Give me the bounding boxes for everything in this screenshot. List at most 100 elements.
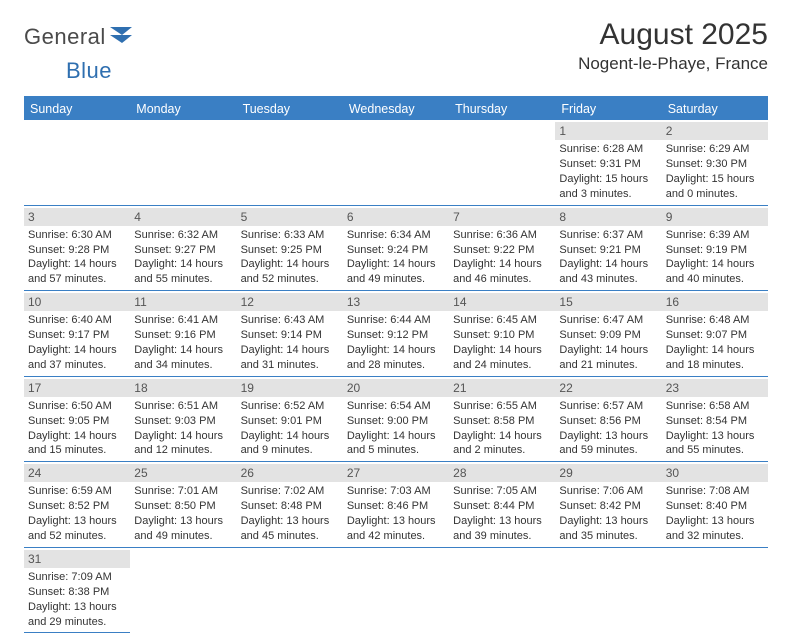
day-header: Thursday <box>449 98 555 120</box>
daylight-line-1: Daylight: 14 hours <box>241 343 339 358</box>
daylight-line-1: Daylight: 13 hours <box>666 514 764 529</box>
daylight-line-2: and 49 minutes. <box>134 529 232 544</box>
daylight-line-1: Daylight: 13 hours <box>559 429 657 444</box>
daylight-line-2: and 57 minutes. <box>28 272 126 287</box>
day-number: 14 <box>449 293 555 311</box>
sunset-line: Sunset: 9:09 PM <box>559 328 657 343</box>
day-number: 16 <box>662 293 768 311</box>
sunset-line: Sunset: 8:38 PM <box>28 585 126 600</box>
calendar-cell: 9Sunrise: 6:39 AMSunset: 9:19 PMDaylight… <box>662 206 768 292</box>
day-number: 23 <box>662 379 768 397</box>
daylight-line-1: Daylight: 14 hours <box>453 257 551 272</box>
calendar-cell: 4Sunrise: 6:32 AMSunset: 9:27 PMDaylight… <box>130 206 236 292</box>
calendar-cell: 13Sunrise: 6:44 AMSunset: 9:12 PMDayligh… <box>343 291 449 377</box>
sunset-line: Sunset: 9:30 PM <box>666 157 764 172</box>
daylight-line-2: and 2 minutes. <box>453 443 551 458</box>
sunset-line: Sunset: 8:46 PM <box>347 499 445 514</box>
day-header: Friday <box>555 98 661 120</box>
sunrise-line: Sunrise: 7:06 AM <box>559 484 657 499</box>
day-number: 25 <box>130 464 236 482</box>
daylight-line-1: Daylight: 14 hours <box>559 257 657 272</box>
sunrise-line: Sunrise: 6:34 AM <box>347 228 445 243</box>
daylight-line-1: Daylight: 13 hours <box>559 514 657 529</box>
daylight-line-1: Daylight: 14 hours <box>453 429 551 444</box>
calendar-cell: 27Sunrise: 7:03 AMSunset: 8:46 PMDayligh… <box>343 462 449 548</box>
sunset-line: Sunset: 8:54 PM <box>666 414 764 429</box>
sunset-line: Sunset: 9:14 PM <box>241 328 339 343</box>
calendar-cell: 22Sunrise: 6:57 AMSunset: 8:56 PMDayligh… <box>555 377 661 463</box>
day-header: Tuesday <box>237 98 343 120</box>
sunset-line: Sunset: 9:01 PM <box>241 414 339 429</box>
sunrise-line: Sunrise: 6:37 AM <box>559 228 657 243</box>
location: Nogent-le-Phaye, France <box>578 54 768 74</box>
day-number: 22 <box>555 379 661 397</box>
daylight-line-2: and 21 minutes. <box>559 358 657 373</box>
sunset-line: Sunset: 9:17 PM <box>28 328 126 343</box>
daylight-line-2: and 55 minutes. <box>666 443 764 458</box>
sunset-line: Sunset: 9:24 PM <box>347 243 445 258</box>
flag-icon <box>108 25 134 50</box>
day-number: 3 <box>24 208 130 226</box>
day-number: 1 <box>555 122 661 140</box>
day-number: 31 <box>24 550 130 568</box>
daylight-line-1: Daylight: 14 hours <box>134 343 232 358</box>
day-number: 8 <box>555 208 661 226</box>
logo: General <box>24 18 134 50</box>
daylight-line-2: and 0 minutes. <box>666 187 764 202</box>
daylight-line-2: and 49 minutes. <box>347 272 445 287</box>
sunrise-line: Sunrise: 6:39 AM <box>666 228 764 243</box>
sunrise-line: Sunrise: 6:57 AM <box>559 399 657 414</box>
day-header: Saturday <box>662 98 768 120</box>
day-number: 5 <box>237 208 343 226</box>
sunrise-line: Sunrise: 6:36 AM <box>453 228 551 243</box>
sunrise-line: Sunrise: 6:28 AM <box>559 142 657 157</box>
sunset-line: Sunset: 9:19 PM <box>666 243 764 258</box>
daylight-line-2: and 12 minutes. <box>134 443 232 458</box>
sunrise-line: Sunrise: 6:52 AM <box>241 399 339 414</box>
calendar-cell: 17Sunrise: 6:50 AMSunset: 9:05 PMDayligh… <box>24 377 130 463</box>
daylight-line-2: and 43 minutes. <box>559 272 657 287</box>
daylight-line-2: and 32 minutes. <box>666 529 764 544</box>
calendar-cell-empty <box>449 120 555 206</box>
calendar-cell: 1Sunrise: 6:28 AMSunset: 9:31 PMDaylight… <box>555 120 661 206</box>
sunrise-line: Sunrise: 6:47 AM <box>559 313 657 328</box>
sunrise-line: Sunrise: 6:43 AM <box>241 313 339 328</box>
daylight-line-2: and 34 minutes. <box>134 358 232 373</box>
calendar-cell: 11Sunrise: 6:41 AMSunset: 9:16 PMDayligh… <box>130 291 236 377</box>
calendar-cell: 30Sunrise: 7:08 AMSunset: 8:40 PMDayligh… <box>662 462 768 548</box>
sunset-line: Sunset: 8:48 PM <box>241 499 339 514</box>
daylight-line-2: and 5 minutes. <box>347 443 445 458</box>
calendar-cell: 28Sunrise: 7:05 AMSunset: 8:44 PMDayligh… <box>449 462 555 548</box>
calendar-cell: 29Sunrise: 7:06 AMSunset: 8:42 PMDayligh… <box>555 462 661 548</box>
month-title: August 2025 <box>578 18 768 52</box>
day-number: 10 <box>24 293 130 311</box>
daylight-line-1: Daylight: 14 hours <box>347 429 445 444</box>
day-number: 30 <box>662 464 768 482</box>
daylight-line-1: Daylight: 14 hours <box>559 343 657 358</box>
calendar-grid: SundayMondayTuesdayWednesdayThursdayFrid… <box>24 96 768 633</box>
daylight-line-1: Daylight: 13 hours <box>347 514 445 529</box>
daylight-line-1: Daylight: 14 hours <box>241 257 339 272</box>
daylight-line-1: Daylight: 14 hours <box>134 429 232 444</box>
calendar-cell: 19Sunrise: 6:52 AMSunset: 9:01 PMDayligh… <box>237 377 343 463</box>
sunrise-line: Sunrise: 6:58 AM <box>666 399 764 414</box>
sunrise-line: Sunrise: 6:55 AM <box>453 399 551 414</box>
day-number: 27 <box>343 464 449 482</box>
daylight-line-2: and 40 minutes. <box>666 272 764 287</box>
daylight-line-1: Daylight: 15 hours <box>666 172 764 187</box>
sunrise-line: Sunrise: 6:32 AM <box>134 228 232 243</box>
daylight-line-1: Daylight: 14 hours <box>453 343 551 358</box>
calendar-cell: 24Sunrise: 6:59 AMSunset: 8:52 PMDayligh… <box>24 462 130 548</box>
sunrise-line: Sunrise: 6:59 AM <box>28 484 126 499</box>
sunrise-line: Sunrise: 6:29 AM <box>666 142 764 157</box>
day-number: 24 <box>24 464 130 482</box>
calendar-cell: 25Sunrise: 7:01 AMSunset: 8:50 PMDayligh… <box>130 462 236 548</box>
calendar-cell: 16Sunrise: 6:48 AMSunset: 9:07 PMDayligh… <box>662 291 768 377</box>
daylight-line-2: and 24 minutes. <box>453 358 551 373</box>
sunset-line: Sunset: 9:27 PM <box>134 243 232 258</box>
daylight-line-2: and 29 minutes. <box>28 615 126 630</box>
day-number: 28 <box>449 464 555 482</box>
sunset-line: Sunset: 9:25 PM <box>241 243 339 258</box>
sunset-line: Sunset: 9:12 PM <box>347 328 445 343</box>
sunset-line: Sunset: 9:10 PM <box>453 328 551 343</box>
